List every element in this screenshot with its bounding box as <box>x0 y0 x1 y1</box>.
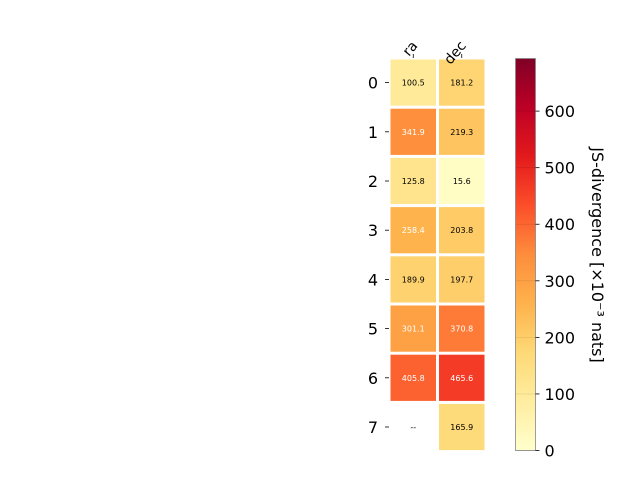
cell-value-label: -- <box>410 423 416 432</box>
row-label: 6 <box>368 369 378 388</box>
cell-value-label: 100.5 <box>402 79 425 88</box>
heatmap-cell <box>390 157 436 205</box>
heatmap-cell <box>390 108 436 155</box>
cell-value-label: 341.9 <box>402 128 425 137</box>
row-label: 7 <box>368 418 378 437</box>
cell-value-label: 197.7 <box>450 275 473 284</box>
row-label: 2 <box>368 172 378 191</box>
cell-value-label: 301.1 <box>402 325 425 334</box>
heatmap-cell <box>390 403 436 451</box>
heatmap-cell <box>439 305 485 352</box>
colorbar-tick-label: 300 <box>545 272 576 291</box>
colorbar-label: JS-divergence [×10⁻³ nats] <box>588 146 607 362</box>
colorbar-tick-label: 600 <box>545 102 576 121</box>
heatmap-cell <box>439 256 485 303</box>
colorbar-tick-label: 500 <box>545 159 576 178</box>
cell-value-label: 125.8 <box>402 177 425 186</box>
cell-value-label: 15.6 <box>453 177 471 186</box>
heatmap-cell <box>390 59 436 106</box>
row-label: 4 <box>368 270 378 289</box>
heatmap-cell <box>439 207 485 254</box>
heatmap-cell <box>390 354 436 401</box>
cell-value-label: 181.2 <box>450 79 473 88</box>
cell-value-label: 189.9 <box>402 275 425 284</box>
row-label: 3 <box>368 221 378 240</box>
heatmap-cell <box>439 157 485 205</box>
colorbar-tick-label: 200 <box>545 328 576 347</box>
cell-value-label: 465.6 <box>450 374 473 383</box>
heatmap-cell <box>390 305 436 352</box>
cell-value-label: 165.9 <box>450 423 473 432</box>
row-label: 0 <box>368 74 378 93</box>
cell-value-label: 258.4 <box>402 226 425 235</box>
cell-value-label: 370.8 <box>450 325 473 334</box>
heatmap-cell <box>439 59 485 106</box>
colorbar-tick-label: 100 <box>545 385 576 404</box>
colorbar: 0 100 200 300 400 500 600 <box>515 58 576 461</box>
colorbar-gradient <box>515 58 536 451</box>
colorbar-ticks: 0 100 200 300 400 500 600 <box>515 102 576 461</box>
heatmap-cell <box>439 108 485 155</box>
heatmap-cells: 100.5 181.2 341.9 219.3 125.8 15.6 258.4 203.8 1… <box>390 59 485 451</box>
colorbar-tick-label: 0 <box>545 442 555 461</box>
heatmap-cell <box>439 354 485 401</box>
heatmap-cell <box>439 403 485 451</box>
heatmap-cell <box>390 207 436 254</box>
cell-value-label: 219.3 <box>450 128 473 137</box>
cell-value-label: 405.8 <box>402 374 425 383</box>
row-labels: 0 1 2 3 4 5 6 7 <box>368 74 389 437</box>
cell-value-label: 203.8 <box>450 226 473 235</box>
heatmap-cell <box>390 256 436 303</box>
row-label: 1 <box>368 123 378 142</box>
colorbar-tick-label: 400 <box>545 215 576 234</box>
column-label: ra <box>400 38 421 59</box>
row-label: 5 <box>368 320 378 339</box>
